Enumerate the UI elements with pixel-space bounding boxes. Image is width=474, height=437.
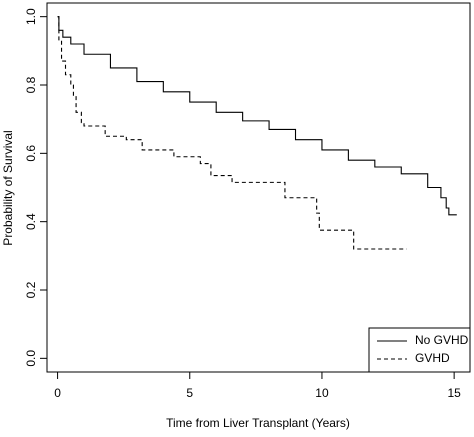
x-tick-label: 5 bbox=[186, 386, 193, 400]
y-tick-label: 0.6 bbox=[24, 145, 38, 162]
y-axis-label: Probability of Survival bbox=[1, 130, 15, 245]
y-tick-label: 0.8 bbox=[24, 76, 38, 93]
y-tick-label: 0.0 bbox=[24, 350, 38, 367]
legend-label: GVHD bbox=[415, 351, 450, 365]
survival-curve bbox=[57, 16, 457, 216]
x-tick-label: 15 bbox=[447, 386, 461, 400]
legend-box bbox=[368, 327, 471, 373]
survival-curve bbox=[57, 16, 407, 250]
y-tick-label: 1.0 bbox=[24, 8, 38, 25]
legend-label: No GVHD bbox=[415, 333, 469, 347]
x-tick-label: 0 bbox=[54, 386, 61, 400]
y-tick-label: 0.2 bbox=[24, 281, 38, 298]
y-tick-label: 0.4 bbox=[24, 213, 38, 230]
plot-frame bbox=[46, 2, 471, 373]
x-tick-label: 10 bbox=[315, 386, 329, 400]
x-axis-label: Time from Liver Transplant (Years) bbox=[166, 416, 350, 430]
